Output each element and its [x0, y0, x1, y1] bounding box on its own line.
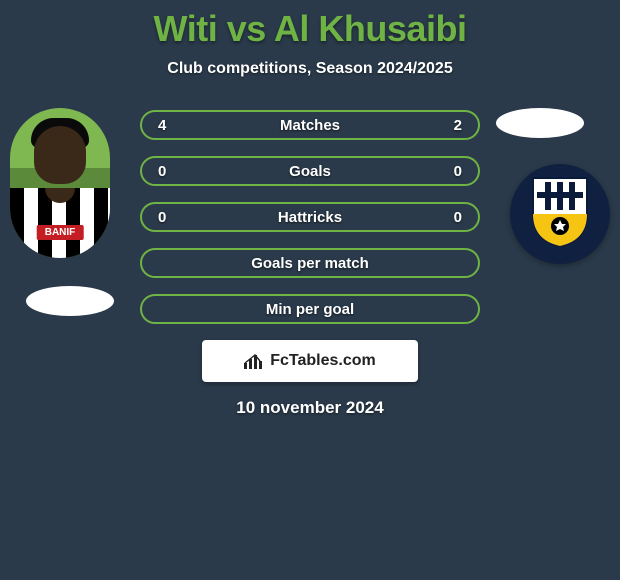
stat-label: Goals	[198, 163, 422, 180]
stat-label: Matches	[198, 117, 422, 134]
stat-left-value: 0	[158, 209, 198, 226]
stat-label: Hattricks	[198, 209, 422, 226]
player-right-avatar	[510, 164, 610, 264]
player-head	[34, 126, 86, 184]
player-right-club-badge	[496, 108, 584, 138]
stat-row: 0Goals0	[140, 156, 480, 186]
fctables-badge[interactable]: FcTables.com	[202, 340, 418, 382]
stat-left-value: 4	[158, 117, 198, 134]
comparison-area: BANIF 4Matches20Goals00Hattricks0Goals p…	[0, 108, 620, 418]
stat-row: 4Matches2	[140, 110, 480, 140]
stat-row: 0Hattricks0	[140, 202, 480, 232]
stat-right-value: 0	[422, 163, 462, 180]
stat-right-value: 0	[422, 209, 462, 226]
player-left-club-badge	[26, 286, 114, 316]
comparison-date: 10 november 2024	[0, 398, 620, 418]
stat-label: Goals per match	[198, 255, 422, 272]
stat-label: Min per goal	[198, 301, 422, 318]
title-vs: vs	[217, 8, 274, 49]
bar-chart-icon	[244, 353, 264, 369]
stat-row: Goals per match	[140, 248, 480, 278]
page-title: Witi vs Al Khusaibi	[0, 0, 620, 50]
subtitle: Club competitions, Season 2024/2025	[0, 60, 620, 78]
title-player-left: Witi	[154, 8, 218, 49]
club-shield-icon	[529, 174, 591, 248]
player-left-avatar: BANIF	[10, 108, 110, 258]
stat-right-value: 2	[422, 117, 462, 134]
stat-row: Min per goal	[140, 294, 480, 324]
fctables-brand-text: FcTables.com	[270, 352, 376, 370]
stat-rows: 4Matches20Goals00Hattricks0Goals per mat…	[140, 108, 480, 324]
title-player-right: Al Khusaibi	[274, 8, 467, 49]
stat-left-value: 0	[158, 163, 198, 180]
jersey-sponsor-badge: BANIF	[37, 225, 84, 240]
